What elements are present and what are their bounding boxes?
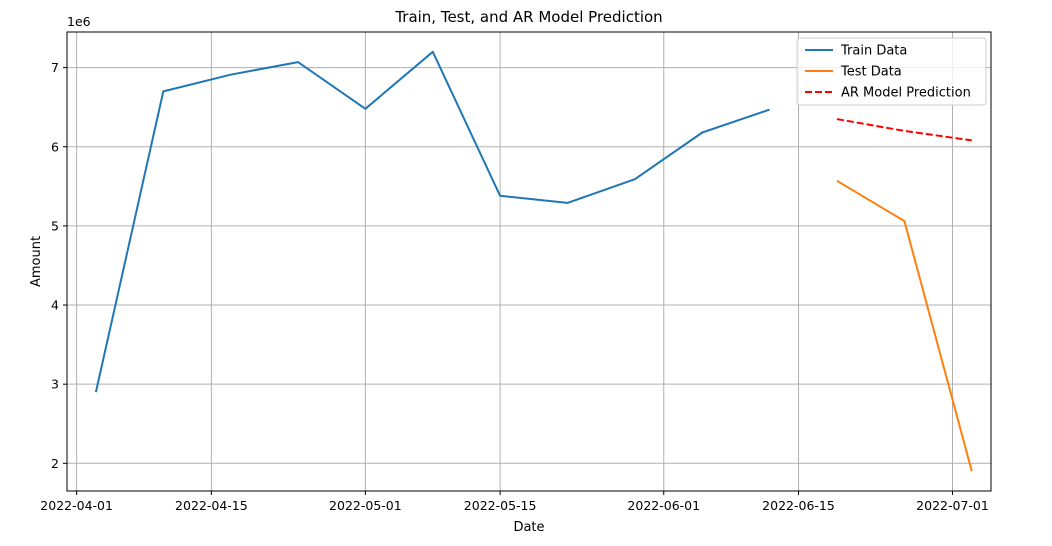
axis-ticks: 2022-04-01 2022-04-15 2022-05-01 2022-05-15… [40, 60, 989, 513]
series-line-ar-model-prediction [836, 118, 972, 142]
y-tick-label: 5 [51, 218, 59, 233]
plot-area-frame [66, 31, 992, 492]
legend-label: Test Data [840, 65, 902, 80]
x-tick-label: 2022-04-15 [175, 498, 248, 513]
x-tick-label: 2022-06-01 [627, 498, 700, 513]
legend: Train Data Test Data AR Model Prediction [796, 37, 987, 106]
y-axis-label: Amount [29, 236, 44, 287]
y-tick-label: 2 [51, 456, 59, 471]
y-tick-label: 3 [51, 377, 59, 392]
y-tick-label: 7 [51, 60, 59, 75]
chart-title: Train, Test, and AR Model Prediction [394, 8, 662, 26]
x-tick-label: 2022-04-01 [40, 498, 113, 513]
y-tick-label: 6 [51, 139, 59, 154]
legend-label: Train Data [840, 44, 907, 59]
legend-box [796, 37, 987, 106]
x-tick-label: 2022-05-15 [464, 498, 537, 513]
x-tick-label: 2022-06-15 [762, 498, 835, 513]
x-tick-label: 2022-07-01 [916, 498, 989, 513]
x-axis-label: Date [513, 520, 544, 535]
y-axis-scale-label: 1e6 [67, 14, 91, 29]
legend-label: AR Model Prediction [841, 86, 971, 101]
y-tick-label: 4 [51, 298, 59, 313]
x-tick-label: 2022-05-01 [329, 498, 402, 513]
series-lines [94, 50, 973, 472]
